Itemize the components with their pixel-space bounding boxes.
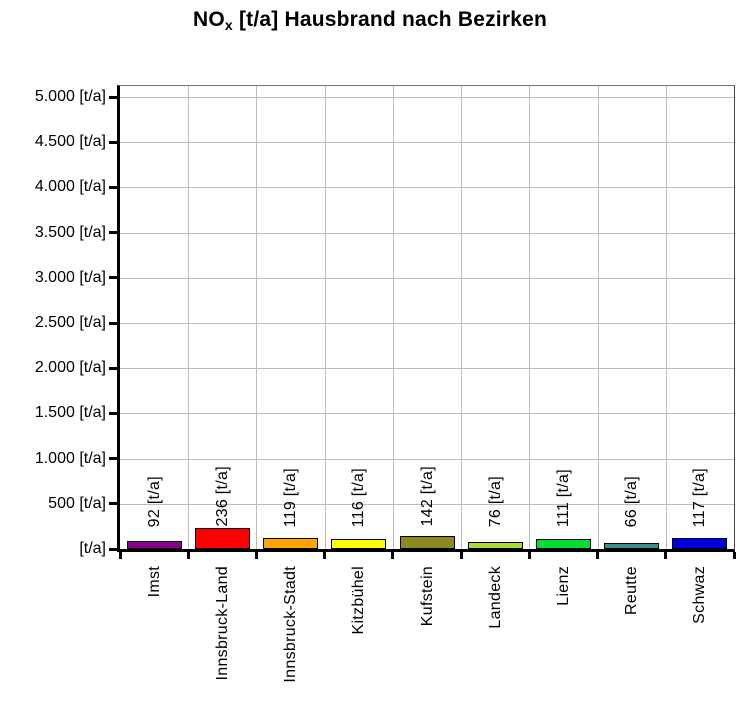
y-axis-tick [109,231,117,235]
chart-title-prefix: NO [193,8,225,31]
bar [467,542,523,549]
y-axis-tick [109,457,117,461]
gridline-horizontal [120,503,734,505]
gridline-horizontal [120,413,734,415]
bar [263,538,319,549]
category-label: Innsbruck-Land [213,566,231,681]
category-label: Schwaz [691,566,709,624]
x-axis-tick [459,552,463,559]
bar [194,527,250,549]
chart-title: NOx [t/a] Hausbrand nach Bezirken [0,8,740,33]
chart-title-suffix: [t/a] Hausbrand nach Bezirken [232,8,547,31]
y-axis-tick [109,276,117,280]
y-axis-tick [109,185,117,189]
x-axis-tick [664,552,668,559]
y-axis-tick-label: [t/a] [79,540,106,557]
y-axis-tick-label: 2.500 [t/a] [34,314,106,331]
y-axis-tick [109,140,117,144]
gridline-vertical [461,86,463,549]
gridline-vertical [188,86,190,549]
x-axis-tick [118,552,122,559]
gridline-horizontal [120,323,734,324]
bar [535,538,591,549]
category-label: Landeck [486,566,504,629]
y-axis-tick-label: 500 [t/a] [48,494,106,512]
y-axis-tick [109,95,117,99]
category-label: Kufstein [418,566,436,627]
bar [399,536,455,549]
x-axis-tick [527,552,531,559]
y-axis-tick [109,366,117,370]
y-axis-tick-label: 1.000 [t/a] [34,449,106,467]
category-label: Kitzbühel [350,566,368,635]
y-axis-tick [109,321,117,325]
gridline-vertical [256,86,258,549]
x-axis-tick [596,552,600,559]
gridline-horizontal [120,232,734,234]
category-label: Imst [145,566,163,598]
y-axis-tick-label: 5.000 [t/a] [34,88,106,105]
gridline-vertical [665,86,667,549]
y-axis-tick-label: 1.500 [t/a] [34,404,106,422]
bar [604,543,660,549]
gridline-vertical [529,86,531,549]
bar [331,538,387,549]
plot-area: 92 [t/a] 236 [t/a] 119 [t/a] 116 [t/a] 142 [… [117,85,735,552]
category-label: Reutte [623,566,641,615]
bar-value-label: 142 [t/a] [418,466,436,527]
category-label: Innsbruck-Stadt [282,566,300,683]
bar-value-label: 236 [t/a] [213,466,231,527]
y-axis-tick [109,547,117,551]
y-axis-tick [109,502,117,506]
bar-value-label: 116 [t/a] [350,467,368,527]
x-axis-tick [323,552,327,559]
category-label: Lienz [554,566,572,606]
chart-title-subscript: x [224,17,233,33]
gridline-horizontal [120,97,734,98]
bar [126,540,182,549]
bar-value-label: 66 [t/a] [623,475,641,527]
gridline-horizontal [120,187,734,189]
bar-value-label: 76 [t/a] [486,475,504,527]
bar-value-label: 119 [t/a] [282,467,300,527]
bar [672,538,728,549]
bar-value-label: 92 [t/a] [145,475,163,527]
bar-value-label: 117 [t/a] [691,467,709,527]
y-axis-tick-label: 3.000 [t/a] [34,268,106,286]
y-axis-tick-label: 4.500 [t/a] [34,133,106,151]
x-axis-tick [254,552,258,559]
gridline-horizontal [120,142,734,144]
bar-value-label: 111 [t/a] [554,468,572,527]
x-axis-tick [391,552,395,559]
y-axis-tick-label: 3.500 [t/a] [34,223,106,241]
x-axis-tick [186,552,190,559]
y-axis-tick-label: 4.000 [t/a] [34,178,106,196]
gridline-horizontal [120,458,734,460]
gridline-vertical [392,86,394,549]
y-axis-tick-label: 2.000 [t/a] [34,359,106,377]
gridline-vertical [597,86,599,549]
gridline-horizontal [120,277,734,279]
x-axis-tick [732,552,736,559]
gridline-horizontal [120,368,734,370]
y-axis-tick [109,411,117,415]
gridline-vertical [324,86,326,549]
